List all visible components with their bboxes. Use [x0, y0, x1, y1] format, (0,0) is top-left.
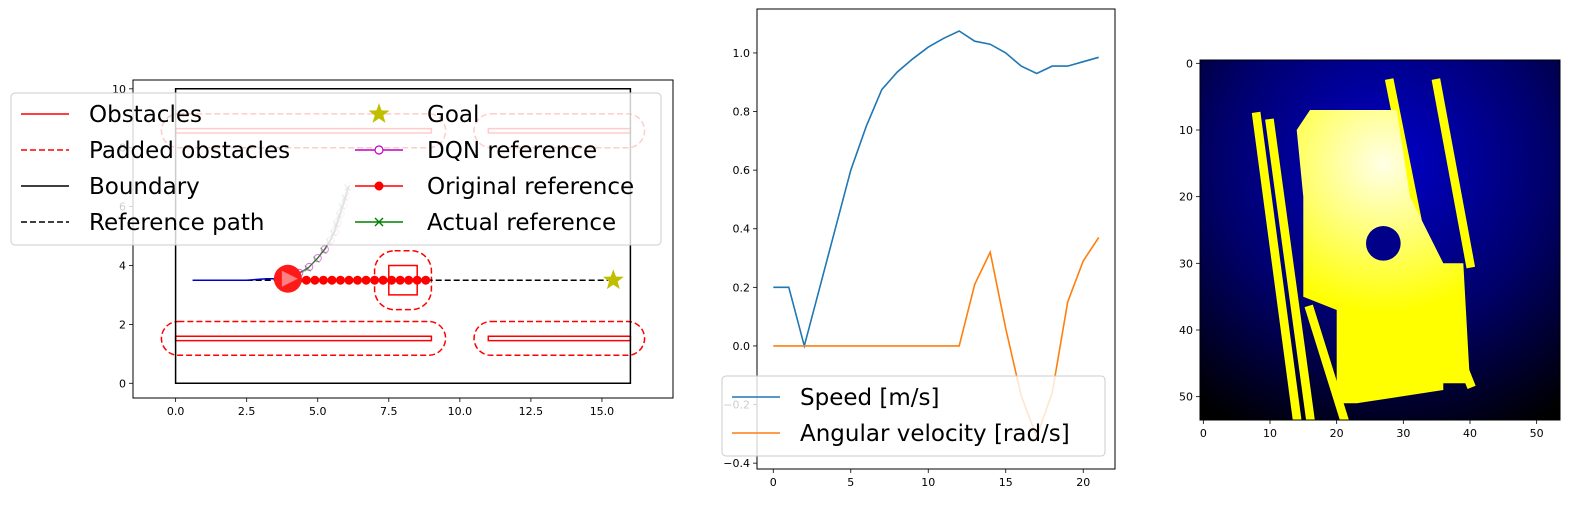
middle-ytick-label: −0.4: [723, 457, 750, 470]
original-reference-point: [344, 275, 354, 285]
middle-ytick-label: 0.2: [733, 281, 751, 294]
legend-label: Speed [m/s]: [800, 385, 940, 411]
left-xtick-label: 0.0: [167, 405, 185, 418]
right-xtick-label: 30: [1396, 427, 1410, 440]
heatmap-wall: [1265, 118, 1315, 420]
legend-x-marker: [374, 217, 384, 227]
left-plot-legend: Obstacles Padded obstacles Boundary Referen…: [10, 92, 662, 246]
middle-ytick-label: 1.0: [733, 47, 751, 60]
original-reference-point: [327, 275, 337, 285]
legend-label: Reference path: [89, 210, 264, 236]
middle-plot-frame: [756, 8, 1116, 470]
original-reference-point: [301, 275, 311, 285]
left-xtick-label: 15.0: [590, 405, 615, 418]
right-ytick-label: 20: [1179, 191, 1193, 204]
original-reference-point: [378, 275, 388, 285]
left-ytick-label: 4: [119, 260, 126, 273]
legend-circle-marker: [374, 181, 384, 191]
middle-xtick-label: 5: [847, 476, 854, 489]
original-reference-point: [370, 275, 380, 285]
robot-trajectory: [192, 278, 288, 281]
right-xtick-label: 40: [1463, 427, 1477, 440]
left-xtick-label: 2.5: [238, 405, 256, 418]
left-xtick-label: 7.5: [380, 405, 398, 418]
legend-label: DQN reference: [427, 138, 597, 164]
left-xtick-label: 12.5: [519, 405, 544, 418]
original-reference-point: [387, 275, 397, 285]
right-ytick-label: 50: [1179, 391, 1193, 404]
middle-ytick-label: 0.4: [733, 223, 751, 236]
legend-label: Goal: [427, 102, 479, 128]
heatmap-obstacle-blob: [1366, 226, 1401, 261]
path-planning-plot: 0.02.55.07.510.012.515.00246810 Obstacle…: [10, 79, 674, 418]
right-ytick-label: 40: [1179, 324, 1193, 337]
series-line-0: [773, 30, 1099, 350]
padded-obstacle: [160, 320, 447, 357]
legend-label: Padded obstacles: [89, 138, 290, 164]
middle-legend-frame: [721, 375, 1106, 457]
legend-label: Obstacles: [89, 102, 202, 128]
heatmap-axes: 0 10 20 30 40 50 0 10 20 30 40 50: [1179, 57, 1544, 440]
original-reference-point: [395, 275, 405, 285]
middle-xtick-label: 15: [999, 476, 1013, 489]
right-ytick-label: 10: [1179, 124, 1193, 137]
right-xtick-label: 20: [1330, 427, 1344, 440]
right-ytick-label: 30: [1179, 257, 1193, 270]
obstacle: [388, 264, 418, 296]
legend-label: Original reference: [427, 174, 634, 200]
legend-label: Boundary: [89, 174, 200, 200]
left-xtick-label: 10.0: [448, 405, 473, 418]
original-reference-point: [310, 275, 320, 285]
robot-heading: [281, 270, 298, 287]
legend-label: Actual reference: [427, 210, 616, 236]
heatmap-frame: [1199, 59, 1561, 421]
original-reference-point: [412, 275, 422, 285]
goal-marker: [602, 269, 624, 290]
left-legend-frame: [10, 92, 662, 246]
middle-plot-legend: Speed [m/s] Angular velocity [rad/s]: [721, 375, 1106, 457]
original-reference-point: [404, 275, 414, 285]
original-reference-point: [318, 275, 328, 285]
right-xtick-label: 10: [1263, 427, 1277, 440]
right-xtick-label: 0: [1200, 427, 1207, 440]
left-ytick-label: 2: [119, 318, 126, 331]
actual-reference-point: [312, 256, 320, 263]
legend-star-marker: [368, 103, 390, 123]
right-ytick-label: 0: [1186, 57, 1193, 70]
middle-xtick-label: 20: [1076, 476, 1090, 489]
legend-label: Angular velocity [rad/s]: [800, 421, 1070, 447]
left-ytick-label: 0: [119, 377, 126, 390]
original-reference-point: [361, 275, 371, 285]
occupancy-heatmap: 0 10 20 30 40 50 0 10 20 30 40 50: [1179, 57, 1561, 440]
actual-reference-point: [320, 247, 327, 255]
middle-xtick-label: 10: [921, 476, 935, 489]
original-reference-point: [335, 275, 345, 285]
original-reference-point: [421, 275, 431, 285]
right-xtick-label: 50: [1530, 427, 1544, 440]
heatmap-content: [1200, 60, 1560, 420]
middle-ytick-label: 0.6: [733, 164, 751, 177]
legend-open-circle-marker: [374, 145, 384, 155]
heatmap-wall: [1431, 78, 1476, 269]
heatmap-wall: [1251, 111, 1302, 420]
padded-obstacle: [473, 320, 646, 357]
actual-reference-point: [304, 265, 312, 272]
middle-ytick-label: 0.0: [733, 340, 751, 353]
original-reference-point: [353, 275, 363, 285]
middle-ytick-label: 0.8: [733, 106, 751, 119]
left-xtick-label: 5.0: [309, 405, 327, 418]
middle-xtick-label: 0: [770, 476, 777, 489]
